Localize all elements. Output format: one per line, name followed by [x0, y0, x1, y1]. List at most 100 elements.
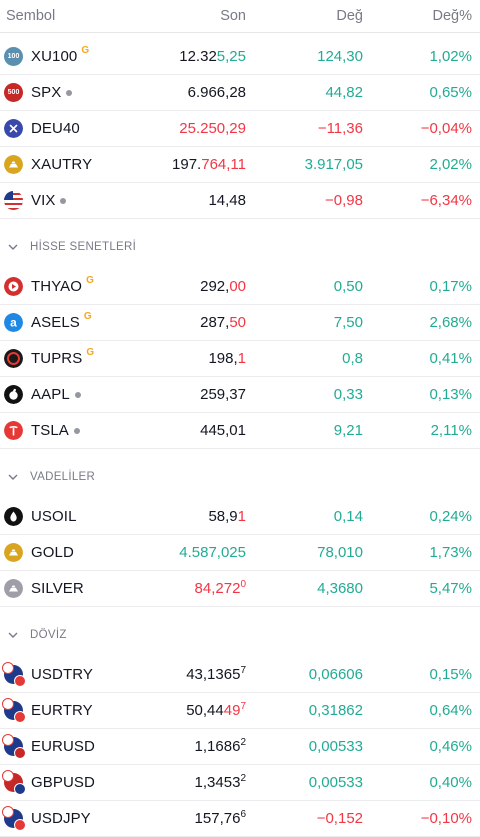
last-price-fractional-digit: 2 [240, 773, 246, 784]
ticker-symbol[interactable]: XAUTRY [31, 156, 93, 173]
price-change-percent: 0,15% [429, 666, 472, 683]
ticker-symbol[interactable]: EURUSD [31, 738, 95, 755]
section-label: DÖVİZ [30, 629, 67, 641]
last-price-main: 259,37 [200, 386, 246, 403]
currency-pair-flag-icon [2, 698, 26, 723]
price-change-percent: 0,65% [429, 84, 472, 101]
ticker-symbol[interactable]: ASELS [31, 314, 80, 331]
svg-text:a: a [10, 316, 17, 330]
last-price-main: 6.966,28 [187, 84, 246, 101]
chevron-down-icon[interactable] [8, 472, 18, 482]
watchlist-row-tsla[interactable]: TSLA 445,01 9,21 2,11% [0, 413, 480, 449]
silver-bars-icon [4, 579, 23, 598]
watchlist-row-xautry[interactable]: XAUTRY 197.764,11 3.917,05 2,02% [0, 147, 480, 183]
price-change: −0,152 [316, 810, 363, 827]
group-fx: USDTRY 43,13657 0,06606 0,15% EURTRY 50,44497… [0, 657, 480, 837]
flag-icon [2, 734, 14, 746]
symbol-cell: EURTRY [0, 698, 140, 723]
watchlist-row-deu40[interactable]: DEU40 25.250,29 −11,36 −0,04% [0, 111, 480, 147]
ticker-symbol[interactable]: VIX [31, 192, 56, 209]
watchlist-row-gold[interactable]: GOLD 4.587,025 78,010 1,73% [0, 535, 480, 571]
ticker-symbol[interactable]: TSLA [31, 422, 69, 439]
last-price: 84,2720 [140, 579, 246, 597]
price-change: 0,50 [333, 278, 363, 295]
column-header-symbol[interactable]: Sembol [6, 8, 56, 24]
last-price: 50,44497 [140, 701, 246, 719]
watchlist-row-usdjpy[interactable]: USDJPY 157,766 −0,152 −0,10% [0, 801, 480, 837]
watchlist-row-gbpusd[interactable]: GBPUSD 1,34532 0,00533 0,40% [0, 765, 480, 801]
group-indices: 100 XU100 G 12.325,25 124,30 1,02% 500 SPX 6.966… [0, 39, 480, 219]
ticker-symbol[interactable]: USDTRY [31, 666, 93, 683]
price-change-percent: 0,40% [429, 774, 472, 791]
symbol-cell: USOIL [0, 507, 140, 526]
price-change: 4,3680 [317, 580, 363, 597]
ticker-symbol[interactable]: USOIL [31, 508, 77, 525]
chevron-down-icon[interactable] [8, 630, 18, 640]
column-header-change-pct[interactable]: Değ% [432, 8, 473, 24]
group-futures: USOIL 58,91 0,14 0,24% GOLD 4.587,025 78,010 1,… [0, 499, 480, 607]
last-price-fractional-digit: 6 [240, 809, 246, 820]
chevron-down-icon[interactable] [8, 242, 18, 252]
watchlist-row-aapl[interactable]: AAPL 259,37 0,33 0,13% [0, 377, 480, 413]
ticker-symbol[interactable]: GBPUSD [31, 774, 95, 791]
ticker-symbol[interactable]: TUPRS [31, 350, 83, 367]
ticker-symbol[interactable]: XU100 [31, 48, 78, 65]
ticker-symbol[interactable]: SILVER [31, 580, 84, 597]
price-change-percent: −0,10% [420, 810, 472, 827]
symbol-cell: GOLD [0, 543, 140, 562]
price-change: 0,00533 [308, 774, 363, 791]
column-header-last[interactable]: Son [220, 8, 246, 24]
price-change-percent: 0,41% [429, 350, 472, 367]
last-price-main: 1,1686 [194, 738, 241, 755]
price-change: 78,010 [317, 544, 363, 561]
symbol-cell: TUPRS G [0, 347, 140, 368]
symbol-cell: SILVER [0, 579, 140, 598]
watchlist-row-tuprs[interactable]: TUPRS G 198,1 0,8 0,41% [0, 341, 480, 377]
watchlist-row-thyao[interactable]: THYAO G 292,00 0,50 0,17% [0, 269, 480, 305]
last-price: 1,34532 [140, 773, 246, 791]
symbol-cell: DEU40 [0, 119, 140, 138]
watchlist-row-spx[interactable]: 500 SPX 6.966,28 44,82 0,65% [0, 75, 480, 111]
section-stocks[interactable]: HİSSE SENETLERİ [0, 219, 480, 269]
watchlist-row-asels[interactable]: a ASELS G 287,50 7,50 2,68% [0, 305, 480, 341]
watchlist-row-usdtry[interactable]: USDTRY 43,13657 0,06606 0,15% [0, 657, 480, 693]
column-header-change[interactable]: Değ [336, 8, 363, 24]
last-price-fractional-digit: 0 [240, 579, 246, 590]
ticker-symbol[interactable]: USDJPY [31, 810, 91, 827]
ticker-symbol[interactable]: AAPL [31, 386, 70, 403]
symbol-cell: TSLA [0, 421, 140, 440]
watchlist-row-vix[interactable]: VIX 14,48 −0,98 −6,34% [0, 183, 480, 219]
price-change: 7,50 [333, 314, 363, 331]
last-price: 445,01 [140, 422, 246, 439]
section-label: HİSSE SENETLERİ [30, 241, 137, 253]
last-price: 58,91 [140, 508, 246, 525]
watchlist-row-silver[interactable]: SILVER 84,2720 4,3680 5,47% [0, 571, 480, 607]
price-change: 0,31862 [308, 702, 363, 719]
last-price: 4.587,025 [140, 544, 246, 561]
gold-bars-icon [4, 155, 23, 174]
last-price-changed-digits: 49 [223, 702, 241, 719]
last-price-changed-digits: 1 [237, 350, 246, 367]
section-fx[interactable]: DÖVİZ [0, 607, 480, 657]
price-change-percent: 1,73% [429, 544, 472, 561]
ticker-symbol[interactable]: DEU40 [31, 120, 80, 137]
price-change: −0,98 [325, 192, 363, 209]
ticker-symbol[interactable]: EURTRY [31, 702, 93, 719]
market-status-dot-icon [66, 89, 73, 96]
flag-icon [14, 675, 26, 687]
ticker-symbol[interactable]: SPX [31, 84, 62, 101]
logo-text: 100 [7, 53, 20, 60]
watchlist-row-eurtry[interactable]: EURTRY 50,44497 0,31862 0,64% [0, 693, 480, 729]
delayed-data-badge: G [86, 275, 94, 286]
watchlist-header: Sembol Son Değ Değ% [0, 0, 480, 33]
watchlist-row-eurusd[interactable]: EURUSD 1,16862 0,00533 0,46% [0, 729, 480, 765]
last-price-fractional-digit: 7 [240, 701, 246, 712]
ticker-symbol[interactable]: GOLD [31, 544, 74, 561]
last-price: 259,37 [140, 386, 246, 403]
ticker-symbol[interactable]: THYAO [31, 278, 83, 295]
watchlist-row-usoil[interactable]: USOIL 58,91 0,14 0,24% [0, 499, 480, 535]
section-futures[interactable]: VADELİLER [0, 449, 480, 499]
watchlist-row-xu100[interactable]: 100 XU100 G 12.325,25 124,30 1,02% [0, 39, 480, 75]
delayed-data-badge: G [86, 347, 95, 358]
price-change-percent: 0,64% [429, 702, 472, 719]
